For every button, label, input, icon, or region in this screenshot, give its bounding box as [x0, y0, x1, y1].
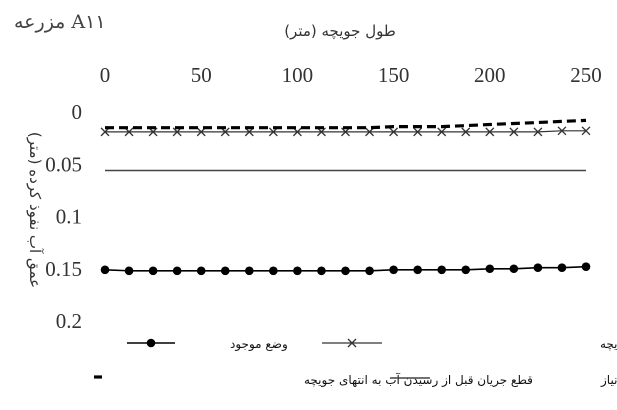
y-tick-label: 0.2	[56, 309, 82, 333]
legend-item: قطع جریان با رسیدن آب به انتهای جویچه	[322, 336, 617, 352]
series-point-x	[581, 126, 591, 136]
series-point-x	[557, 126, 567, 136]
x-tick-label: 100	[282, 63, 314, 87]
series-point-dot	[172, 266, 182, 276]
series-point-dot	[365, 266, 374, 276]
series-point-dot	[341, 266, 350, 276]
x-axis-label: طول جویچه (متر)	[284, 22, 396, 40]
series-point-dot	[461, 265, 471, 275]
series-point-dot	[581, 262, 591, 271]
series-point-dot	[124, 266, 134, 276]
series-point-dot	[269, 266, 278, 276]
series-point-dot	[509, 264, 519, 274]
x-tick-labels: 0 50 100 150 200 250	[100, 63, 602, 87]
x-tick-label: 200	[474, 63, 506, 87]
series-point-dot	[437, 265, 447, 275]
series-point-dot	[317, 266, 326, 276]
y-axis-label: عمق آب نفوذ کرده (متر)	[26, 132, 44, 288]
legend-item: عمق آب مورد نیاز	[390, 372, 617, 388]
legend-item: قطع جریان قبل از رسیدن آب به انتهای جویچ…	[94, 372, 533, 388]
legend: وضع موجود قطع جریان با رسیدن آب به انتهای…	[94, 336, 617, 388]
series-point-x	[437, 127, 447, 137]
legend-label: قطع جریان قبل از رسیدن آب به انتهای جویچ…	[304, 372, 533, 388]
series-point-dot	[245, 266, 254, 276]
chart-title: مزرعه A۱۱	[14, 11, 106, 33]
y-tick-label: 0	[72, 100, 83, 124]
series-point-dot	[148, 266, 158, 276]
legend-swatch-dot	[146, 338, 156, 348]
series-point-x	[485, 127, 495, 137]
series-point-dot	[100, 265, 110, 275]
series-point-dot	[413, 265, 422, 275]
series-point-dot	[389, 265, 398, 275]
y-tick-labels: 0 0.05 0.1 0.15 0.2	[45, 100, 82, 333]
x-tick-label: 0	[100, 63, 111, 87]
series-point-x	[389, 127, 399, 137]
legend-label: عمق آب مورد نیاز	[600, 372, 617, 388]
x-tick-label: 50	[191, 63, 212, 87]
legend-item: وضع موجود	[127, 337, 288, 352]
x-tick-label: 250	[570, 63, 602, 87]
series-point-dot	[533, 263, 543, 273]
legend-swatch-x	[347, 338, 357, 348]
series-point-x	[413, 127, 423, 137]
legend-label: وضع موجود	[230, 337, 288, 352]
y-tick-label: 0.05	[45, 152, 82, 176]
y-tick-label: 0.15	[45, 257, 82, 281]
series-point-dot	[196, 266, 206, 276]
series-point-dot	[293, 266, 302, 276]
series-point-x	[365, 127, 375, 137]
y-tick-label: 0.1	[56, 205, 82, 229]
series-point-dot	[220, 266, 230, 276]
series-line-cutoff-before-end	[105, 118, 587, 130]
plot-area	[100, 118, 591, 276]
series-point-x	[533, 127, 543, 137]
series-point-x	[509, 127, 519, 137]
series-point-x	[461, 127, 471, 137]
legend-label: قطع جریان با رسیدن آب به انتهای جویچه	[600, 336, 617, 352]
x-tick-label: 150	[378, 63, 410, 87]
series-point-dot	[557, 263, 567, 273]
series-point-dot	[485, 264, 495, 274]
